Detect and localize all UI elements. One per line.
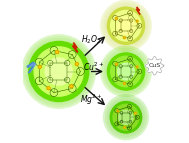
Circle shape (119, 110, 133, 124)
Circle shape (111, 56, 141, 87)
Circle shape (106, 5, 146, 46)
Text: $Cu^{2+}$: $Cu^{2+}$ (83, 60, 104, 73)
Circle shape (118, 63, 134, 80)
Circle shape (136, 66, 138, 68)
Text: CuS: CuS (148, 63, 161, 68)
Circle shape (105, 96, 147, 138)
Circle shape (70, 85, 73, 88)
Circle shape (123, 83, 125, 85)
Circle shape (75, 62, 78, 66)
Circle shape (29, 41, 89, 102)
Circle shape (115, 17, 117, 19)
Circle shape (111, 10, 141, 41)
Circle shape (38, 65, 41, 69)
Circle shape (107, 98, 145, 136)
Circle shape (25, 38, 92, 105)
Circle shape (102, 2, 150, 49)
Circle shape (106, 51, 146, 92)
Circle shape (110, 102, 142, 133)
Circle shape (104, 49, 148, 94)
Circle shape (103, 95, 149, 140)
Circle shape (24, 36, 94, 107)
Circle shape (124, 127, 125, 128)
Circle shape (118, 17, 134, 34)
Circle shape (102, 48, 150, 95)
Circle shape (104, 4, 148, 48)
Polygon shape (145, 56, 164, 75)
Circle shape (117, 110, 119, 112)
Circle shape (107, 7, 145, 44)
Circle shape (123, 37, 125, 39)
Circle shape (113, 104, 139, 130)
Circle shape (108, 100, 143, 135)
Circle shape (45, 58, 72, 85)
Text: $Mg^{2+}$: $Mg^{2+}$ (80, 93, 102, 107)
Circle shape (56, 50, 59, 54)
Text: $H_2O_2$: $H_2O_2$ (81, 34, 101, 46)
Circle shape (47, 87, 50, 90)
Circle shape (27, 40, 91, 103)
Circle shape (115, 63, 117, 65)
Circle shape (107, 53, 145, 90)
Circle shape (101, 0, 151, 51)
Circle shape (22, 35, 96, 108)
Circle shape (135, 113, 136, 114)
Circle shape (34, 47, 83, 96)
Circle shape (101, 46, 151, 97)
Circle shape (136, 20, 138, 22)
